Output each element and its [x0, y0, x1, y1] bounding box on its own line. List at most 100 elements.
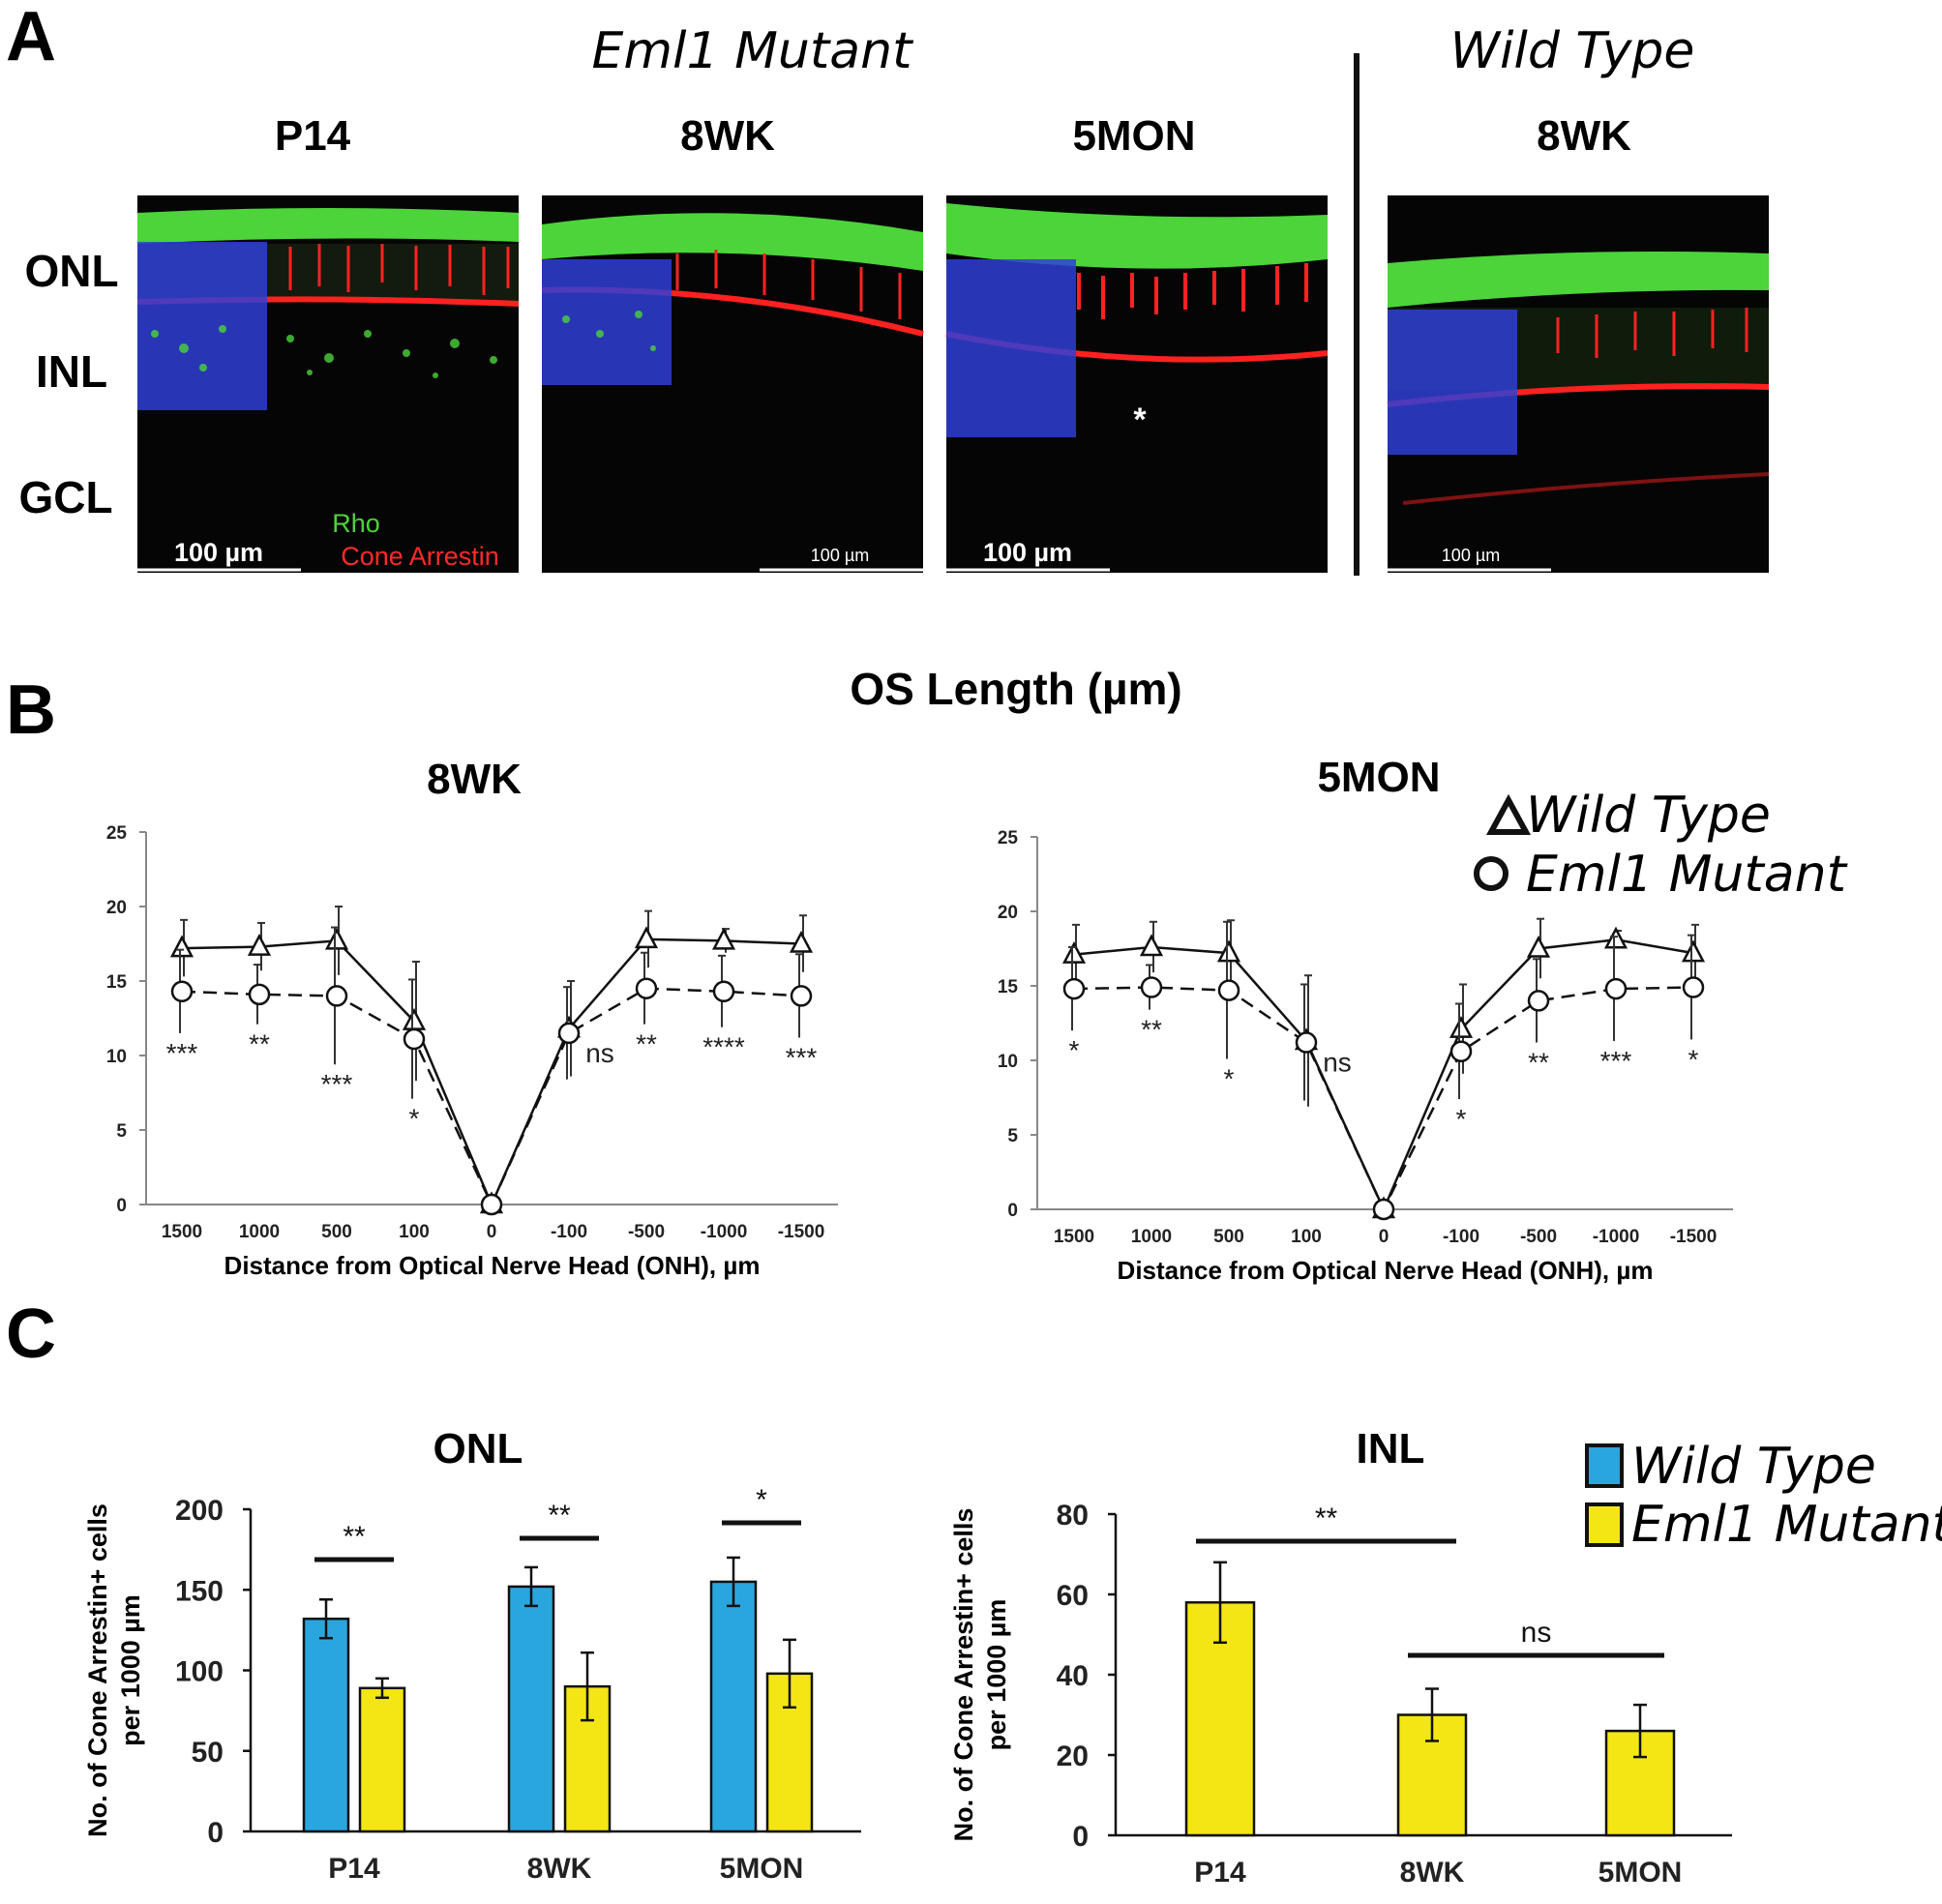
- y-tick-label: 50: [192, 1737, 224, 1769]
- bar-mutant: [358, 1686, 406, 1833]
- chart-title: 8WK: [427, 756, 522, 803]
- y-tick-label: 150: [175, 1575, 224, 1607]
- data-point-wildtype: [324, 927, 349, 950]
- group-title-wildtype: Wild Type: [1450, 22, 1695, 80]
- x-tick-label: 100: [1291, 1227, 1322, 1247]
- x-tick-label: -1500: [778, 1222, 825, 1242]
- layer-label-gcl: GCL: [18, 472, 112, 522]
- data-point-mutant: [1527, 990, 1550, 1012]
- significance-label: ns: [1323, 1048, 1352, 1078]
- column-label-8wk-wildtype: 8WK: [1537, 112, 1631, 160]
- data-point-wildtype: [789, 930, 814, 953]
- significance-label: *: [1224, 1063, 1235, 1093]
- x-tick-label: 0: [1379, 1227, 1389, 1247]
- x-tick-label: 1500: [1054, 1227, 1094, 1247]
- data-point-wildtype: [1061, 940, 1087, 964]
- y-tick-label: 5: [1007, 1126, 1018, 1146]
- significance-label: **: [1315, 1502, 1338, 1534]
- chart-cone-inl: INL 0 20 40 60 80 No. of Cone Arrestin+ cells p…: [949, 1425, 1732, 1889]
- y-tick-label: 20: [998, 903, 1018, 923]
- significance-label: *: [756, 1484, 767, 1516]
- legend-cone-arrestin: Cone Arrestin: [341, 542, 499, 571]
- chart-cone-onl: ONL 0 50 100 150 200 No. of Cone Arrestin+ cel…: [83, 1425, 861, 1885]
- data-point-mutant: [248, 983, 271, 1006]
- significance-label: *: [1688, 1044, 1699, 1074]
- significance-label: **: [1141, 1015, 1162, 1045]
- x-tick-label: 5MON: [720, 1853, 804, 1885]
- legend-c-mutant-swatch: [1585, 1502, 1624, 1547]
- legend-c-wt-swatch: [1585, 1443, 1624, 1488]
- data-point-mutant: [1449, 1040, 1473, 1063]
- data-point-mutant: [1295, 1031, 1318, 1054]
- x-tick-label: 1000: [239, 1222, 280, 1242]
- data-point-wildtype: [247, 933, 272, 956]
- x-tick-label: 5MON: [1598, 1857, 1683, 1889]
- y-tick-label: 0: [1072, 1821, 1089, 1853]
- legend-rho: Rho: [332, 509, 380, 538]
- column-label-5mon: 5MON: [1072, 112, 1195, 160]
- bar-wildtype: [507, 1585, 555, 1833]
- bar: [1604, 1729, 1676, 1837]
- y-tick-label: 15: [106, 972, 128, 993]
- legend-c: Wild Type Eml1 Mutant: [1585, 1438, 1942, 1554]
- y-axis-label: No. of Cone Arrestin+ cells per 1000 µm: [949, 1508, 1011, 1842]
- x-axis-label: Distance from Optical Nerve Head (ONH), …: [224, 1251, 761, 1280]
- significance-label: ***: [321, 1069, 353, 1099]
- y-axis-label-line: No. of Cone Arrestin+ cells: [83, 1503, 112, 1837]
- data-point-mutant: [1372, 1198, 1395, 1221]
- y-tick-label: 20: [1057, 1740, 1089, 1772]
- y-axis-label-line: per 1000 µm: [116, 1594, 145, 1746]
- data-point-mutant: [480, 1193, 503, 1216]
- x-tick-label: 8WK: [1400, 1857, 1465, 1889]
- x-tick-label: 8WK: [527, 1853, 592, 1885]
- data-point-wildtype: [1449, 1015, 1474, 1038]
- micrograph-p14: Rho Cone Arrestin 100 µm: [136, 195, 520, 573]
- panel-letter-c: C: [6, 1295, 56, 1373]
- x-tick-label: -1000: [1593, 1227, 1640, 1247]
- column-label-8wk-mutant: 8WK: [680, 112, 775, 160]
- micrograph-5mon: * 100 µm: [945, 195, 1329, 573]
- layer-label-inl: INL: [36, 346, 107, 397]
- data-point-mutant: [790, 985, 813, 1007]
- y-tick-label: 40: [1057, 1660, 1089, 1692]
- data-point-mutant: [1682, 976, 1705, 998]
- scale-label-p14: 100 µm: [174, 538, 263, 567]
- data-point-wildtype: [169, 935, 194, 958]
- significance-label: **: [636, 1029, 657, 1059]
- panel-letter-b: B: [6, 671, 56, 749]
- data-point-mutant: [557, 1022, 581, 1045]
- x-tick-label: 500: [1213, 1227, 1244, 1247]
- y-tick-label: 0: [116, 1196, 127, 1216]
- y-tick-label: 0: [207, 1817, 224, 1849]
- y-tick-label: 20: [106, 898, 127, 918]
- x-tick-label: -1500: [1670, 1227, 1718, 1247]
- significance-label: *: [1456, 1104, 1467, 1134]
- data-point-wildtype: [711, 927, 736, 950]
- y-tick-label: 5: [116, 1121, 127, 1142]
- significance-label: ****: [702, 1032, 745, 1062]
- x-tick-label: 1500: [162, 1222, 202, 1242]
- asterisk-marker: *: [1133, 402, 1147, 438]
- y-tick-label: 25: [998, 828, 1019, 848]
- y-tick-label: 15: [998, 977, 1019, 997]
- data-point-wildtype: [1526, 935, 1551, 958]
- data-point-mutant: [1062, 977, 1086, 1000]
- data-point-mutant: [1140, 976, 1163, 998]
- data-point-mutant: [635, 977, 658, 999]
- micrograph-8wk-mutant: 100 µm: [541, 195, 924, 573]
- significance-label: **: [548, 1500, 571, 1532]
- data-point-wildtype: [1139, 934, 1164, 957]
- y-tick-label: 80: [1057, 1500, 1089, 1532]
- os-length-title: OS Length (µm): [850, 664, 1181, 714]
- scale-label-8wk-wildtype: 100 µm: [1442, 546, 1500, 565]
- legend-b-mutant: Eml1 Mutant: [1526, 846, 1848, 904]
- series-line-wildtype: [181, 937, 802, 1208]
- legend-b-wildtype: Wild Type: [1526, 787, 1771, 845]
- y-tick-label: 60: [1057, 1580, 1089, 1612]
- x-tick-label: -1000: [701, 1222, 748, 1242]
- bar-wildtype: [302, 1617, 350, 1833]
- significance-label: ns: [1521, 1617, 1552, 1649]
